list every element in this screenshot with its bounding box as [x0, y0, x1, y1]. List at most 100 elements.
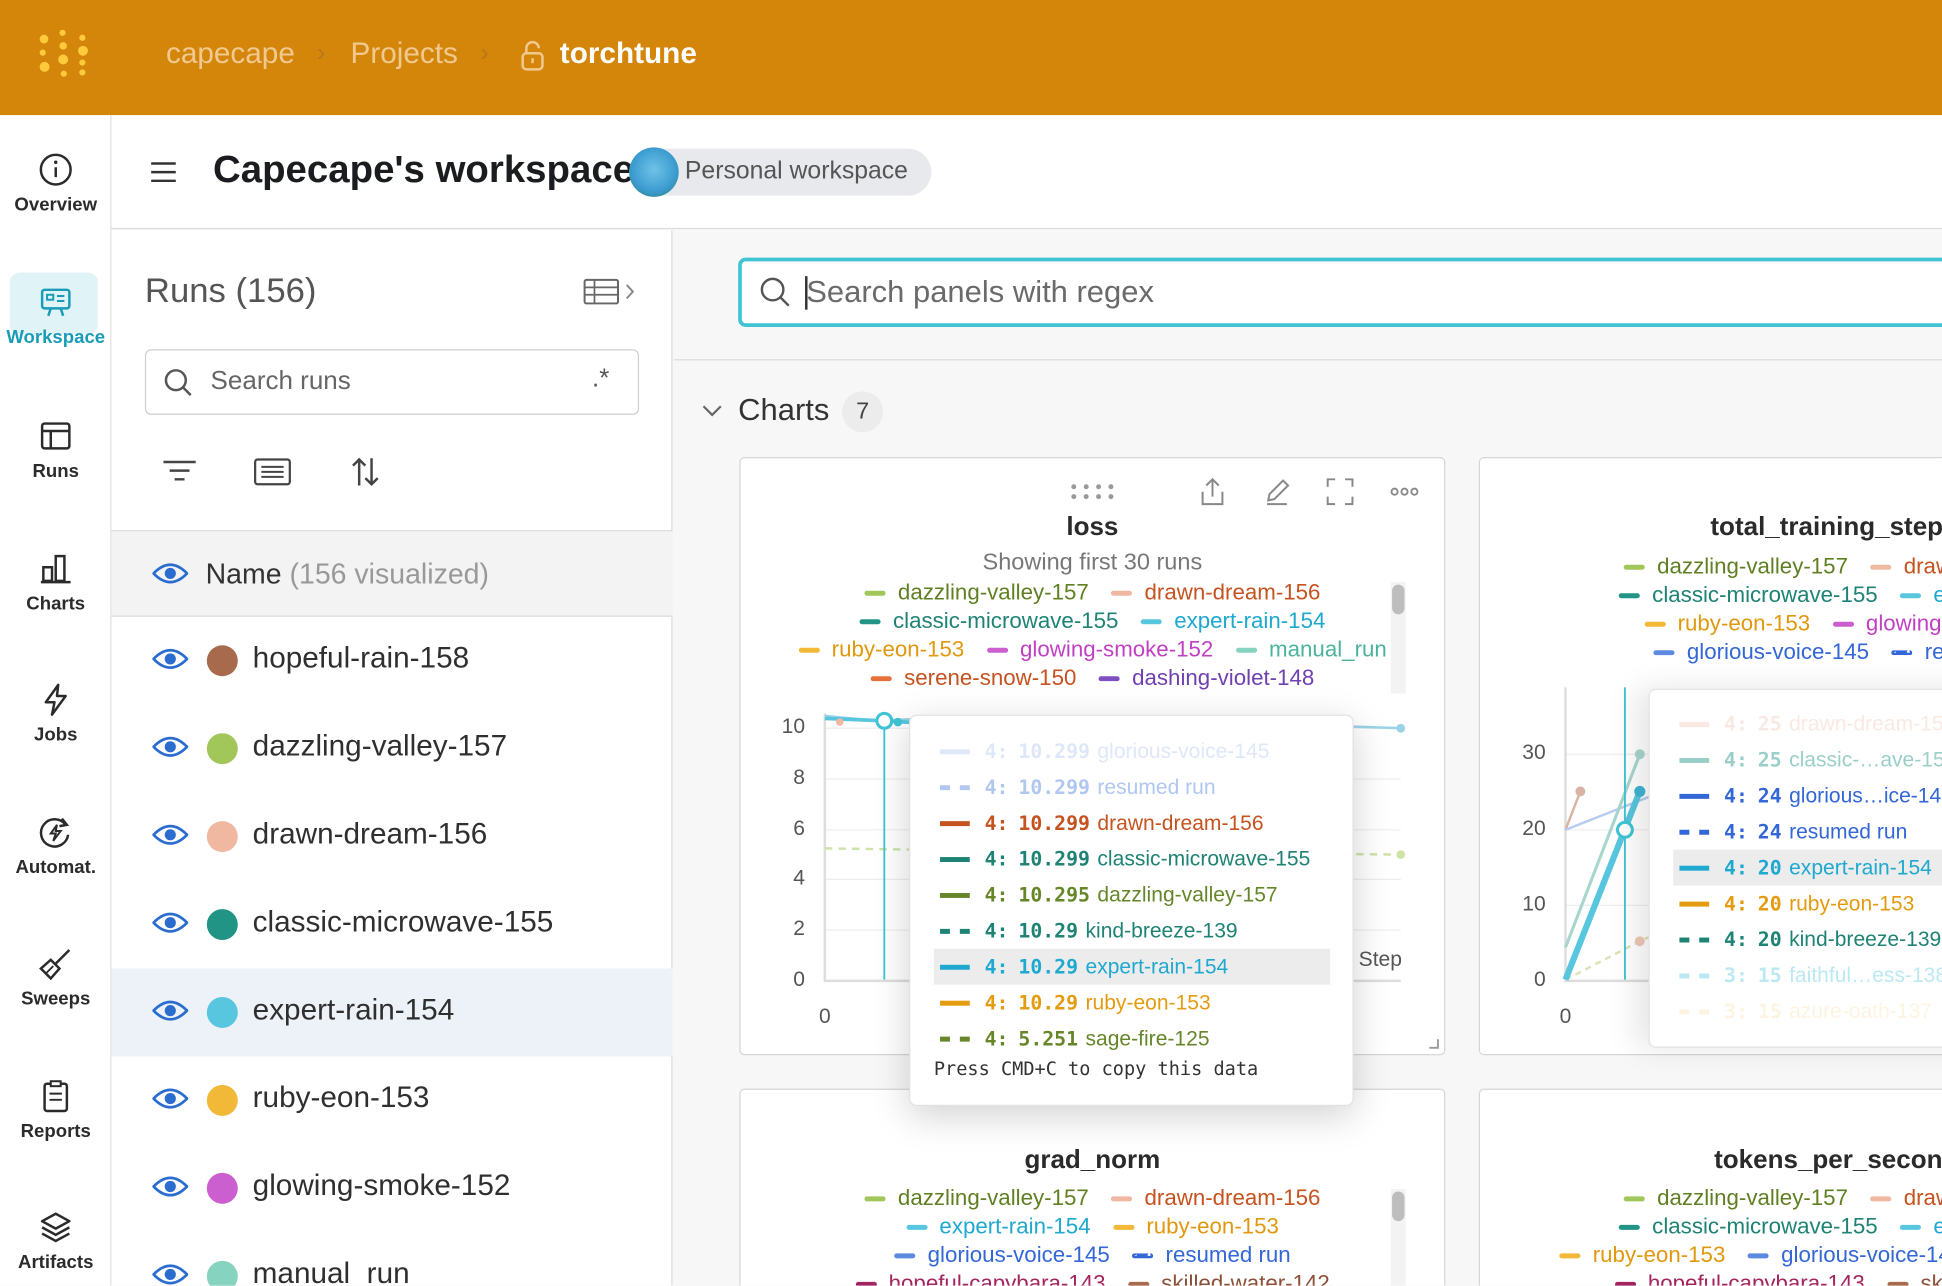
eye-icon[interactable]: [152, 910, 189, 935]
resize-handle-icon[interactable]: [1429, 1039, 1439, 1049]
run-color-swatch[interactable]: [206, 909, 238, 941]
scrollbar-thumb[interactable]: [1392, 584, 1405, 615]
legend-item[interactable]: glorious-voice-145: [1653, 639, 1869, 665]
legend-item[interactable]: serene-snow-150: [870, 665, 1076, 691]
share-icon[interactable]: [1199, 477, 1226, 507]
legend-item[interactable]: expert-rain-154: [1140, 608, 1325, 634]
legend-item[interactable]: drawn-dream-156: [1870, 554, 1942, 580]
legend-item[interactable]: hopeful-capybara-143: [855, 1271, 1106, 1286]
run-color-swatch[interactable]: [206, 1084, 238, 1116]
runs-name-header[interactable]: Name (156 visualized): [111, 530, 673, 617]
search-runs-input[interactable]: Search runs .*: [144, 349, 640, 415]
nav-reports[interactable]: Reports: [0, 1079, 111, 1203]
fullscreen-icon[interactable]: [1326, 478, 1354, 506]
legend-item[interactable]: hopeful-capybara-143: [1614, 1271, 1865, 1286]
wandb-logo-icon[interactable]: [37, 29, 94, 80]
legend-item[interactable]: dazzling-valley-157: [864, 1185, 1089, 1211]
breadcrumb-project[interactable]: torchtune: [559, 37, 697, 71]
edit-pencil-icon[interactable]: [1263, 477, 1290, 507]
run-name[interactable]: hopeful-rain-158: [252, 641, 470, 675]
chevron-down-icon[interactable]: [702, 403, 722, 418]
eye-icon[interactable]: [152, 734, 189, 759]
eye-icon[interactable]: [152, 998, 189, 1023]
section-title[interactable]: Charts: [738, 392, 830, 428]
eye-icon[interactable]: [152, 561, 189, 586]
run-name[interactable]: classic-microwave-155: [252, 905, 554, 939]
breadcrumb-projects[interactable]: Projects: [350, 37, 458, 71]
run-color-swatch[interactable]: [206, 1260, 238, 1286]
run-color-swatch[interactable]: [206, 733, 238, 765]
legend-item[interactable]: drawn-dream-156: [1111, 580, 1320, 606]
eye-icon[interactable]: [152, 647, 189, 672]
legend-item[interactable]: drawn-dream-156: [1870, 1185, 1942, 1211]
legend-item[interactable]: glorious-voice-145: [894, 1242, 1110, 1268]
legend-item[interactable]: drawn-dream-156: [1111, 1185, 1320, 1211]
run-row[interactable]: glowing-smoke-152: [111, 1144, 672, 1232]
legend-item[interactable]: ruby-eon-153: [1112, 1214, 1279, 1240]
run-color-swatch[interactable]: [206, 997, 238, 1028]
columns-icon[interactable]: [254, 457, 291, 487]
run-row[interactable]: classic-microwave-155: [111, 881, 672, 969]
legend-scrollbar[interactable]: [1390, 582, 1406, 694]
legend-item[interactable]: glowing-smoke-152: [986, 637, 1213, 663]
run-row[interactable]: drawn-dream-156: [111, 793, 672, 881]
legend-item[interactable]: resumed run: [1891, 639, 1942, 665]
legend-scrollbar[interactable]: [1390, 1188, 1406, 1286]
legend-item[interactable]: dazzling-valley-157: [864, 580, 1089, 606]
total-training-steps-plot[interactable]: [1480, 458, 1942, 1055]
run-color-swatch[interactable]: [206, 1172, 238, 1204]
legend-item[interactable]: dashing-violet-148: [1098, 665, 1314, 691]
expand-table-icon[interactable]: [583, 277, 637, 307]
chart-panel-tokens-per-second[interactable]: tokens_per_second dazzling-valley-157 dra…: [1478, 1088, 1942, 1286]
filter-icon[interactable]: [162, 458, 197, 485]
run-name[interactable]: dazzling-valley-157: [252, 729, 508, 763]
legend-item[interactable]: classic-microwave-155: [1618, 1214, 1878, 1240]
run-name[interactable]: drawn-dream-156: [252, 817, 488, 851]
legend-item[interactable]: manual_run: [1235, 637, 1387, 663]
legend-item[interactable]: classic-microwave-155: [859, 608, 1118, 634]
nav-charts[interactable]: Charts: [0, 551, 111, 675]
run-row[interactable]: dazzling-valley-157: [111, 705, 672, 793]
nav-automations[interactable]: Automat.: [0, 815, 111, 939]
run-name[interactable]: expert-rain-154: [252, 993, 455, 1027]
run-row[interactable]: manual_run: [111, 1232, 672, 1286]
run-row[interactable]: hopeful-rain-158: [111, 617, 672, 705]
scrollbar-thumb[interactable]: [1392, 1191, 1405, 1222]
workspace-badge[interactable]: Personal workspace: [629, 147, 932, 197]
legend-item[interactable]: resumed run: [1132, 1242, 1291, 1268]
legend-item[interactable]: dazzling-valley-157: [1623, 1185, 1848, 1211]
nav-runs[interactable]: Runs: [0, 419, 111, 543]
legend-item[interactable]: classic-microwave-155: [1618, 582, 1878, 608]
run-row[interactable]: expert-rain-154: [111, 968, 673, 1057]
hamburger-menu-icon[interactable]: [151, 161, 176, 183]
legend-item[interactable]: expert-rain-154: [1899, 582, 1942, 608]
regex-toggle[interactable]: .*: [592, 364, 610, 393]
legend-item[interactable]: glorious-voice-145: [1747, 1242, 1942, 1268]
eye-icon[interactable]: [152, 1086, 189, 1111]
run-color-swatch[interactable]: [206, 821, 238, 853]
nav-artifacts[interactable]: Artifacts: [0, 1210, 111, 1286]
legend-item[interactable]: expert-rain-154: [905, 1214, 1091, 1240]
run-name[interactable]: ruby-eon-153: [252, 1081, 430, 1115]
nav-sweeps[interactable]: Sweeps: [0, 946, 111, 1070]
nav-jobs[interactable]: Jobs: [0, 682, 111, 806]
legend-item[interactable]: expert-rain-154: [1899, 1214, 1942, 1240]
run-row[interactable]: ruby-eon-153: [111, 1056, 672, 1144]
legend-item[interactable]: glowing-smoke-152: [1832, 611, 1942, 637]
sort-icon[interactable]: [351, 456, 381, 488]
legend-item[interactable]: ruby-eon-153: [798, 637, 964, 663]
legend-item[interactable]: skilled-water-142: [1887, 1271, 1942, 1286]
legend-item[interactable]: dazzling-valley-157: [1623, 554, 1848, 580]
chart-panel-grad-norm[interactable]: grad_norm dazzling-valley-157 drawn-dream…: [739, 1088, 1446, 1286]
run-name[interactable]: manual_run: [252, 1257, 410, 1286]
nav-overview[interactable]: Overview: [0, 152, 111, 276]
legend-item[interactable]: ruby-eon-153: [1644, 611, 1810, 637]
run-color-swatch[interactable]: [206, 645, 238, 677]
more-options-icon[interactable]: [1390, 485, 1420, 497]
eye-icon[interactable]: [152, 822, 189, 847]
run-name[interactable]: glowing-smoke-152: [252, 1169, 511, 1203]
eye-icon[interactable]: [152, 1262, 189, 1286]
eye-icon[interactable]: [152, 1174, 189, 1199]
legend-item[interactable]: skilled-water-142: [1127, 1271, 1330, 1286]
drag-handle-icon[interactable]: [1070, 483, 1117, 500]
